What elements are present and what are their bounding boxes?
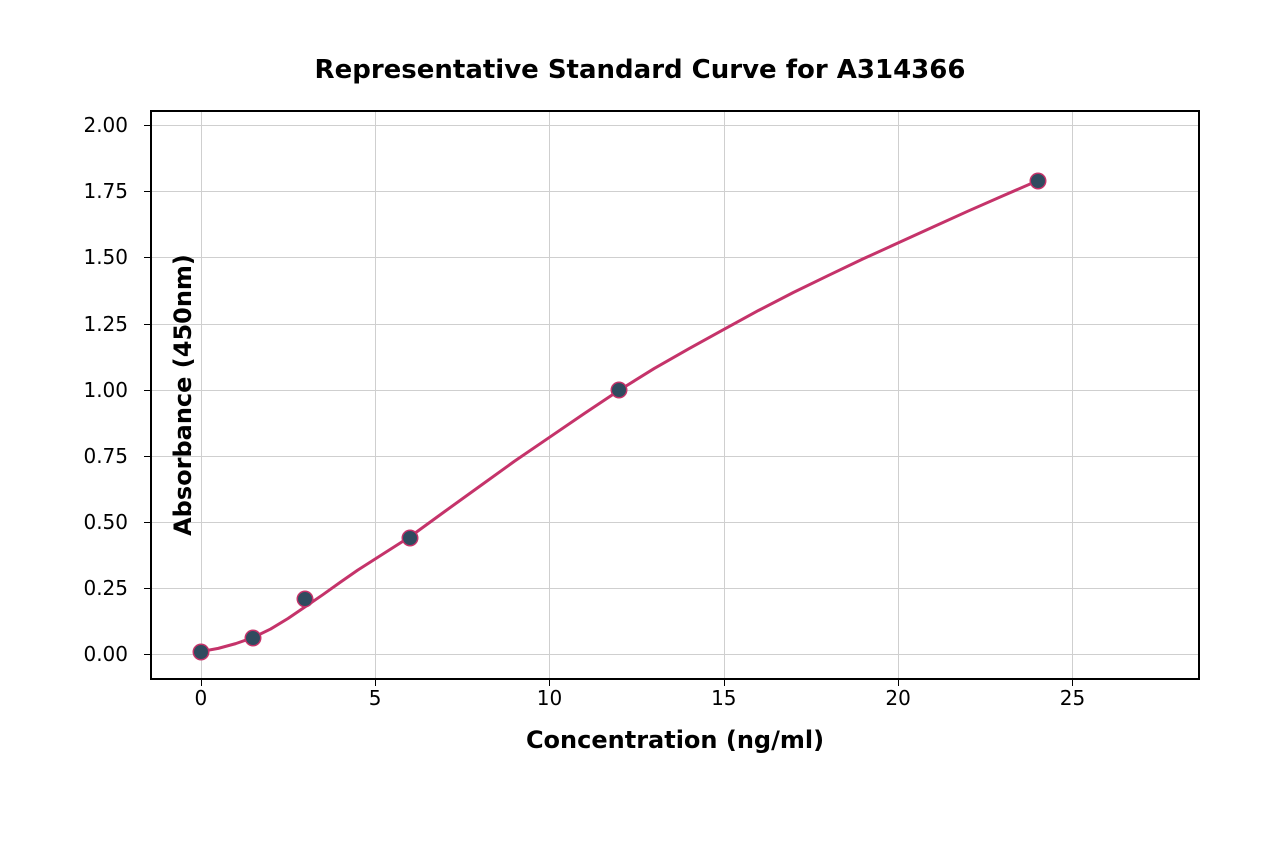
x-axis-label: Concentration (ng/ml) [526,726,824,754]
y-tick-label: 2.00 [83,113,128,137]
y-tick-label: 0.75 [83,444,128,468]
y-tick [144,522,150,523]
chart-title: Representative Standard Curve for A31436… [0,55,1280,85]
y-tick [144,456,150,457]
y-tick [144,125,150,126]
data-marker [246,631,260,645]
plot-inner [152,112,1198,678]
data-marker [612,383,626,397]
y-tick-label: 1.75 [83,179,128,203]
y-axis-label: Absorbance (450nm) [169,254,197,536]
y-tick-label: 0.50 [83,510,128,534]
data-marker [403,531,417,545]
y-tick-label: 1.25 [83,312,128,336]
y-tick-label: 0.00 [83,642,128,666]
figure: Representative Standard Curve for A31436… [0,0,1280,845]
y-tick [144,588,150,589]
data-marker [1031,174,1045,188]
fit-curve [201,181,1038,652]
y-tick [144,390,150,391]
y-tick-label: 0.25 [83,576,128,600]
y-tick [144,324,150,325]
data-marker [194,645,208,659]
y-tick [144,654,150,655]
y-tick-label: 1.50 [83,245,128,269]
y-tick-label: 1.00 [83,378,128,402]
y-tick [144,257,150,258]
axis-labels: Concentration (ng/ml) [152,678,1198,768]
y-tick [144,191,150,192]
plot-area: 0510152025 0.000.250.500.751.001.251.501… [150,110,1200,680]
data-marker [298,592,312,606]
